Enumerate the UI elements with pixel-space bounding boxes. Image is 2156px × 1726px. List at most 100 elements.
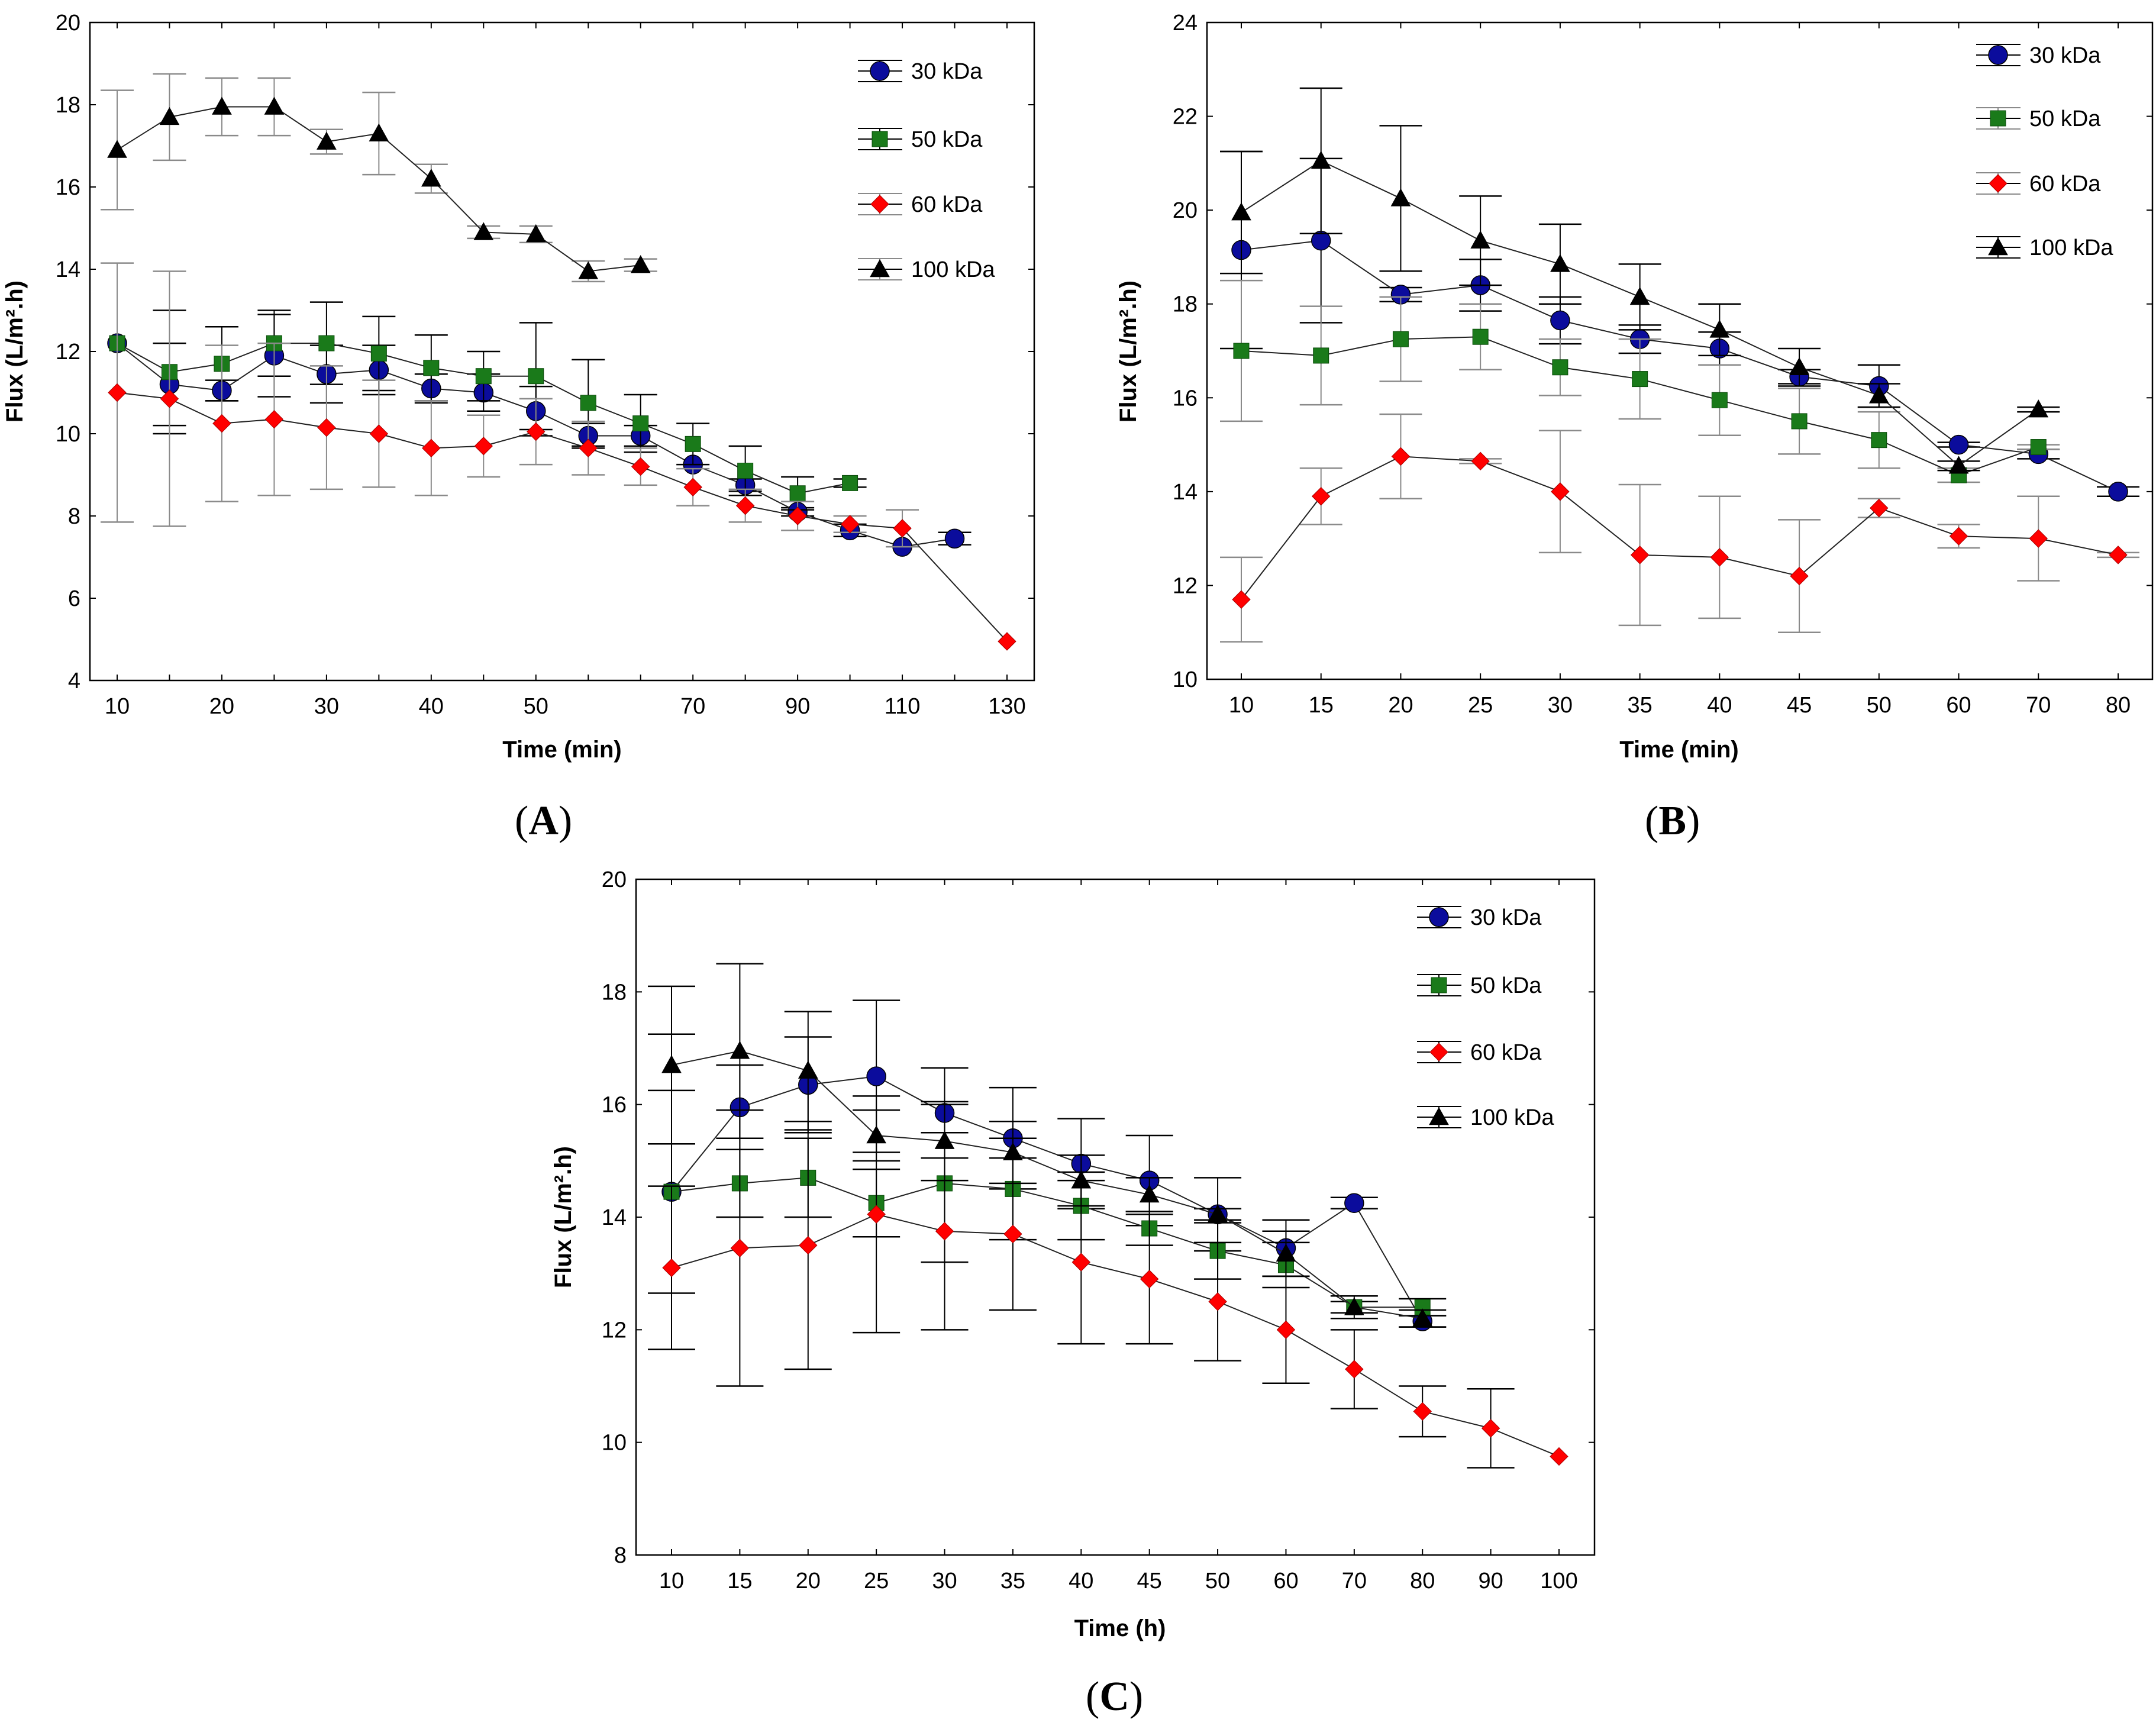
series-line-segment <box>1081 1262 1150 1280</box>
series-line-segment <box>1490 1427 1560 1457</box>
data-point <box>934 1131 955 1149</box>
series-line-segment <box>431 367 484 377</box>
data-point <box>1629 286 1650 305</box>
data-point <box>1552 359 1568 376</box>
series-line-segment <box>1285 1264 1355 1308</box>
series-line-segment <box>808 1214 877 1246</box>
x-tick-label: 40 <box>419 694 444 719</box>
x-tick-label: 40 <box>1069 1569 1093 1593</box>
data-point <box>683 478 702 497</box>
legend-entry: 60 kDa <box>1976 172 2101 196</box>
legend-marker <box>872 131 888 147</box>
series-line-segment <box>692 486 745 506</box>
series-line-segment <box>221 418 275 424</box>
y-tick-label: 20 <box>1173 198 1198 223</box>
series-line-segment <box>1799 507 1880 577</box>
data-point <box>264 96 285 115</box>
series-line-segment <box>1354 1369 1423 1412</box>
series-line-segment <box>274 418 327 428</box>
legend-entry: 50 kDa <box>1417 973 1542 998</box>
legend-marker <box>1431 977 1447 993</box>
series-line-segment <box>1958 409 2039 467</box>
y-tick-label: 20 <box>602 867 627 892</box>
x-axis-label: Time (h) <box>1074 1615 1166 1641</box>
series-line-segment <box>1285 1329 1355 1370</box>
data-point <box>1550 254 1570 272</box>
legend-label: 60 kDa <box>1470 1040 1542 1065</box>
series-line-segment <box>1480 240 1561 265</box>
x-tick-label: 30 <box>932 1569 957 1593</box>
x-tick-label: 100 <box>1540 1569 1577 1593</box>
series-line-segment <box>588 402 641 424</box>
series-line-segment <box>483 431 537 447</box>
series-line-segment <box>1241 350 1321 356</box>
legend-entry: 30 kDa <box>858 59 983 84</box>
chart-panel-A: 4 6 8 10 12 14 16 18 20 10 20 30 40 50 70 90 110 130 Time … <box>2 11 1035 844</box>
legend-entry: 50 kDa <box>858 127 983 152</box>
data-point <box>212 96 232 115</box>
data-point <box>1790 566 1809 586</box>
data-point <box>1313 347 1329 364</box>
series-line-segment <box>1879 395 1960 466</box>
data-point <box>1413 1402 1432 1421</box>
data-point <box>212 414 231 433</box>
series-line-segment <box>1353 1202 1424 1322</box>
data-point <box>1311 150 1331 169</box>
x-tick-label: 80 <box>1410 1569 1435 1593</box>
series-line-segment <box>1422 1411 1491 1429</box>
data-point <box>1412 1308 1433 1327</box>
series-line-segment <box>1799 366 1880 396</box>
data-point <box>264 409 284 429</box>
data-point <box>1003 1142 1023 1160</box>
data-point <box>473 222 494 240</box>
panel-paren-close: ) <box>1129 1674 1143 1719</box>
x-tick-label: 130 <box>988 694 1025 719</box>
data-point <box>798 1060 818 1079</box>
series-line-segment <box>1285 1253 1355 1308</box>
series-line-segment <box>1719 348 1800 378</box>
series-line-segment <box>944 1182 1014 1190</box>
data-point <box>662 1258 681 1277</box>
series-100-kDa <box>648 963 1447 1328</box>
series-line-segment <box>379 353 432 369</box>
series-30-kDa <box>648 999 1447 1331</box>
data-point <box>2029 529 2048 548</box>
legend-label: 60 kDa <box>2029 172 2101 196</box>
data-point <box>799 1235 818 1255</box>
data-point <box>1471 451 1490 471</box>
x-tick-label: 70 <box>2026 693 2051 718</box>
y-tick-label: 8 <box>68 504 80 529</box>
series-line-segment <box>1241 160 1322 213</box>
data-point <box>630 255 651 273</box>
legend-label: 100 kDa <box>1470 1105 1554 1130</box>
series-line-segment <box>1719 329 1800 368</box>
series-line-segment <box>1081 1180 1150 1195</box>
legend-label: 50 kDa <box>911 127 983 152</box>
y-tick-label: 14 <box>56 257 80 282</box>
data-point <box>525 224 546 243</box>
series-line-segment <box>326 427 379 434</box>
panel-paren-open: ( <box>515 798 528 844</box>
panel-letter: A <box>528 798 559 844</box>
series-line-segment <box>740 1177 808 1184</box>
series-line-segment <box>1149 1193 1218 1215</box>
series-60-kDa <box>648 1095 1568 1469</box>
series-line-segment <box>692 443 746 472</box>
legend-marker <box>1429 1106 1449 1125</box>
data-point <box>730 1041 750 1059</box>
data-point <box>317 131 337 150</box>
plot-frame <box>1206 21 2154 680</box>
series-line-segment <box>740 1050 809 1072</box>
chart-panel-B: 10 12 14 16 18 20 22 24 10 15 20 25 30 35 40 45 50 60 70 80… <box>1115 11 2154 844</box>
data-point <box>893 519 912 538</box>
data-point <box>2109 546 2128 564</box>
x-tick-label: 15 <box>1309 693 1334 718</box>
data-point <box>107 140 127 158</box>
data-point <box>108 383 127 402</box>
data-point <box>944 528 965 549</box>
series-line-segment <box>944 1112 1014 1139</box>
series-line-segment <box>169 363 222 373</box>
data-point <box>1140 1269 1159 1289</box>
series-line-segment <box>1480 336 1561 368</box>
data-point <box>631 457 650 476</box>
